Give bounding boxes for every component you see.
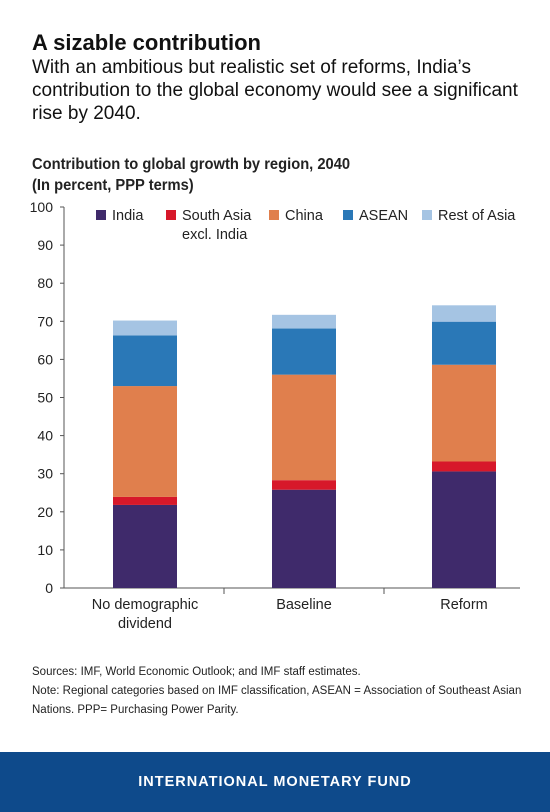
y-tick-label: 60	[37, 351, 53, 367]
y-tick-label: 100	[30, 199, 54, 215]
footer-banner: INTERNATIONAL MONETARY FUND	[0, 752, 550, 812]
header: A sizable contribution With an ambitious…	[32, 30, 532, 125]
x-tick-label: Reform	[440, 597, 488, 613]
legend-label: South Asia	[182, 208, 252, 224]
y-tick-label: 50	[37, 390, 53, 406]
chart-title: Contribution to global growth by region,…	[32, 154, 350, 196]
y-tick-label: 30	[37, 466, 53, 482]
bar-segment	[113, 504, 177, 588]
bar-segment	[432, 321, 496, 365]
x-tick-label: Baseline	[276, 597, 332, 613]
y-tick-label: 70	[37, 313, 53, 329]
bar-segment	[432, 471, 496, 588]
bar-segment	[432, 461, 496, 472]
sources-text: Sources: IMF, World Economic Outlook; an…	[32, 666, 361, 678]
headline: A sizable contribution	[32, 30, 261, 55]
chart-subtitle-line: (In percent, PPP terms)	[32, 177, 194, 194]
intro-text: With an ambitious but realistic set of r…	[32, 57, 518, 124]
legend-label: ASEAN	[359, 208, 408, 224]
bar-segment	[113, 496, 177, 505]
legend-label: excl. India	[182, 227, 248, 243]
legend-label: China	[285, 208, 324, 224]
y-tick-label: 0	[45, 580, 53, 596]
footer-label: INTERNATIONAL MONETARY FUND	[138, 774, 412, 790]
bar-segment	[432, 364, 496, 462]
legend-swatch	[422, 210, 432, 220]
bar-segment	[113, 335, 177, 387]
bar-segment	[272, 489, 336, 588]
bar-segment	[272, 374, 336, 481]
bar-segment	[432, 305, 496, 322]
note-text: Note: Regional categories based on IMF c…	[32, 685, 522, 716]
stacked-bar-chart: 0 10 20 30 40 50 60 70 80 90 100 No demographic divi…	[30, 199, 520, 632]
x-tick-label: No demographic	[92, 597, 198, 613]
bar-segment	[272, 314, 336, 329]
legend-swatch	[96, 210, 106, 220]
legend-swatch	[166, 210, 176, 220]
y-tick-label: 90	[37, 237, 53, 253]
legend-label: India	[112, 208, 144, 224]
y-tick-label: 80	[37, 275, 53, 291]
y-tick-label: 40	[37, 428, 53, 444]
legend-label: Rest of Asia	[438, 208, 516, 224]
x-tick-label: dividend	[118, 616, 172, 632]
legend-swatch	[269, 210, 279, 220]
y-tick-label: 20	[37, 504, 53, 520]
bar-segment	[272, 328, 336, 375]
bar-segment	[113, 320, 177, 336]
bar-segment	[113, 386, 177, 497]
legend-swatch	[343, 210, 353, 220]
chart-notes: Sources: IMF, World Economic Outlook; an…	[32, 663, 532, 720]
chart-title-line: Contribution to global growth by region,…	[32, 156, 351, 173]
bar-segment	[272, 480, 336, 490]
y-tick-label: 10	[37, 542, 53, 558]
